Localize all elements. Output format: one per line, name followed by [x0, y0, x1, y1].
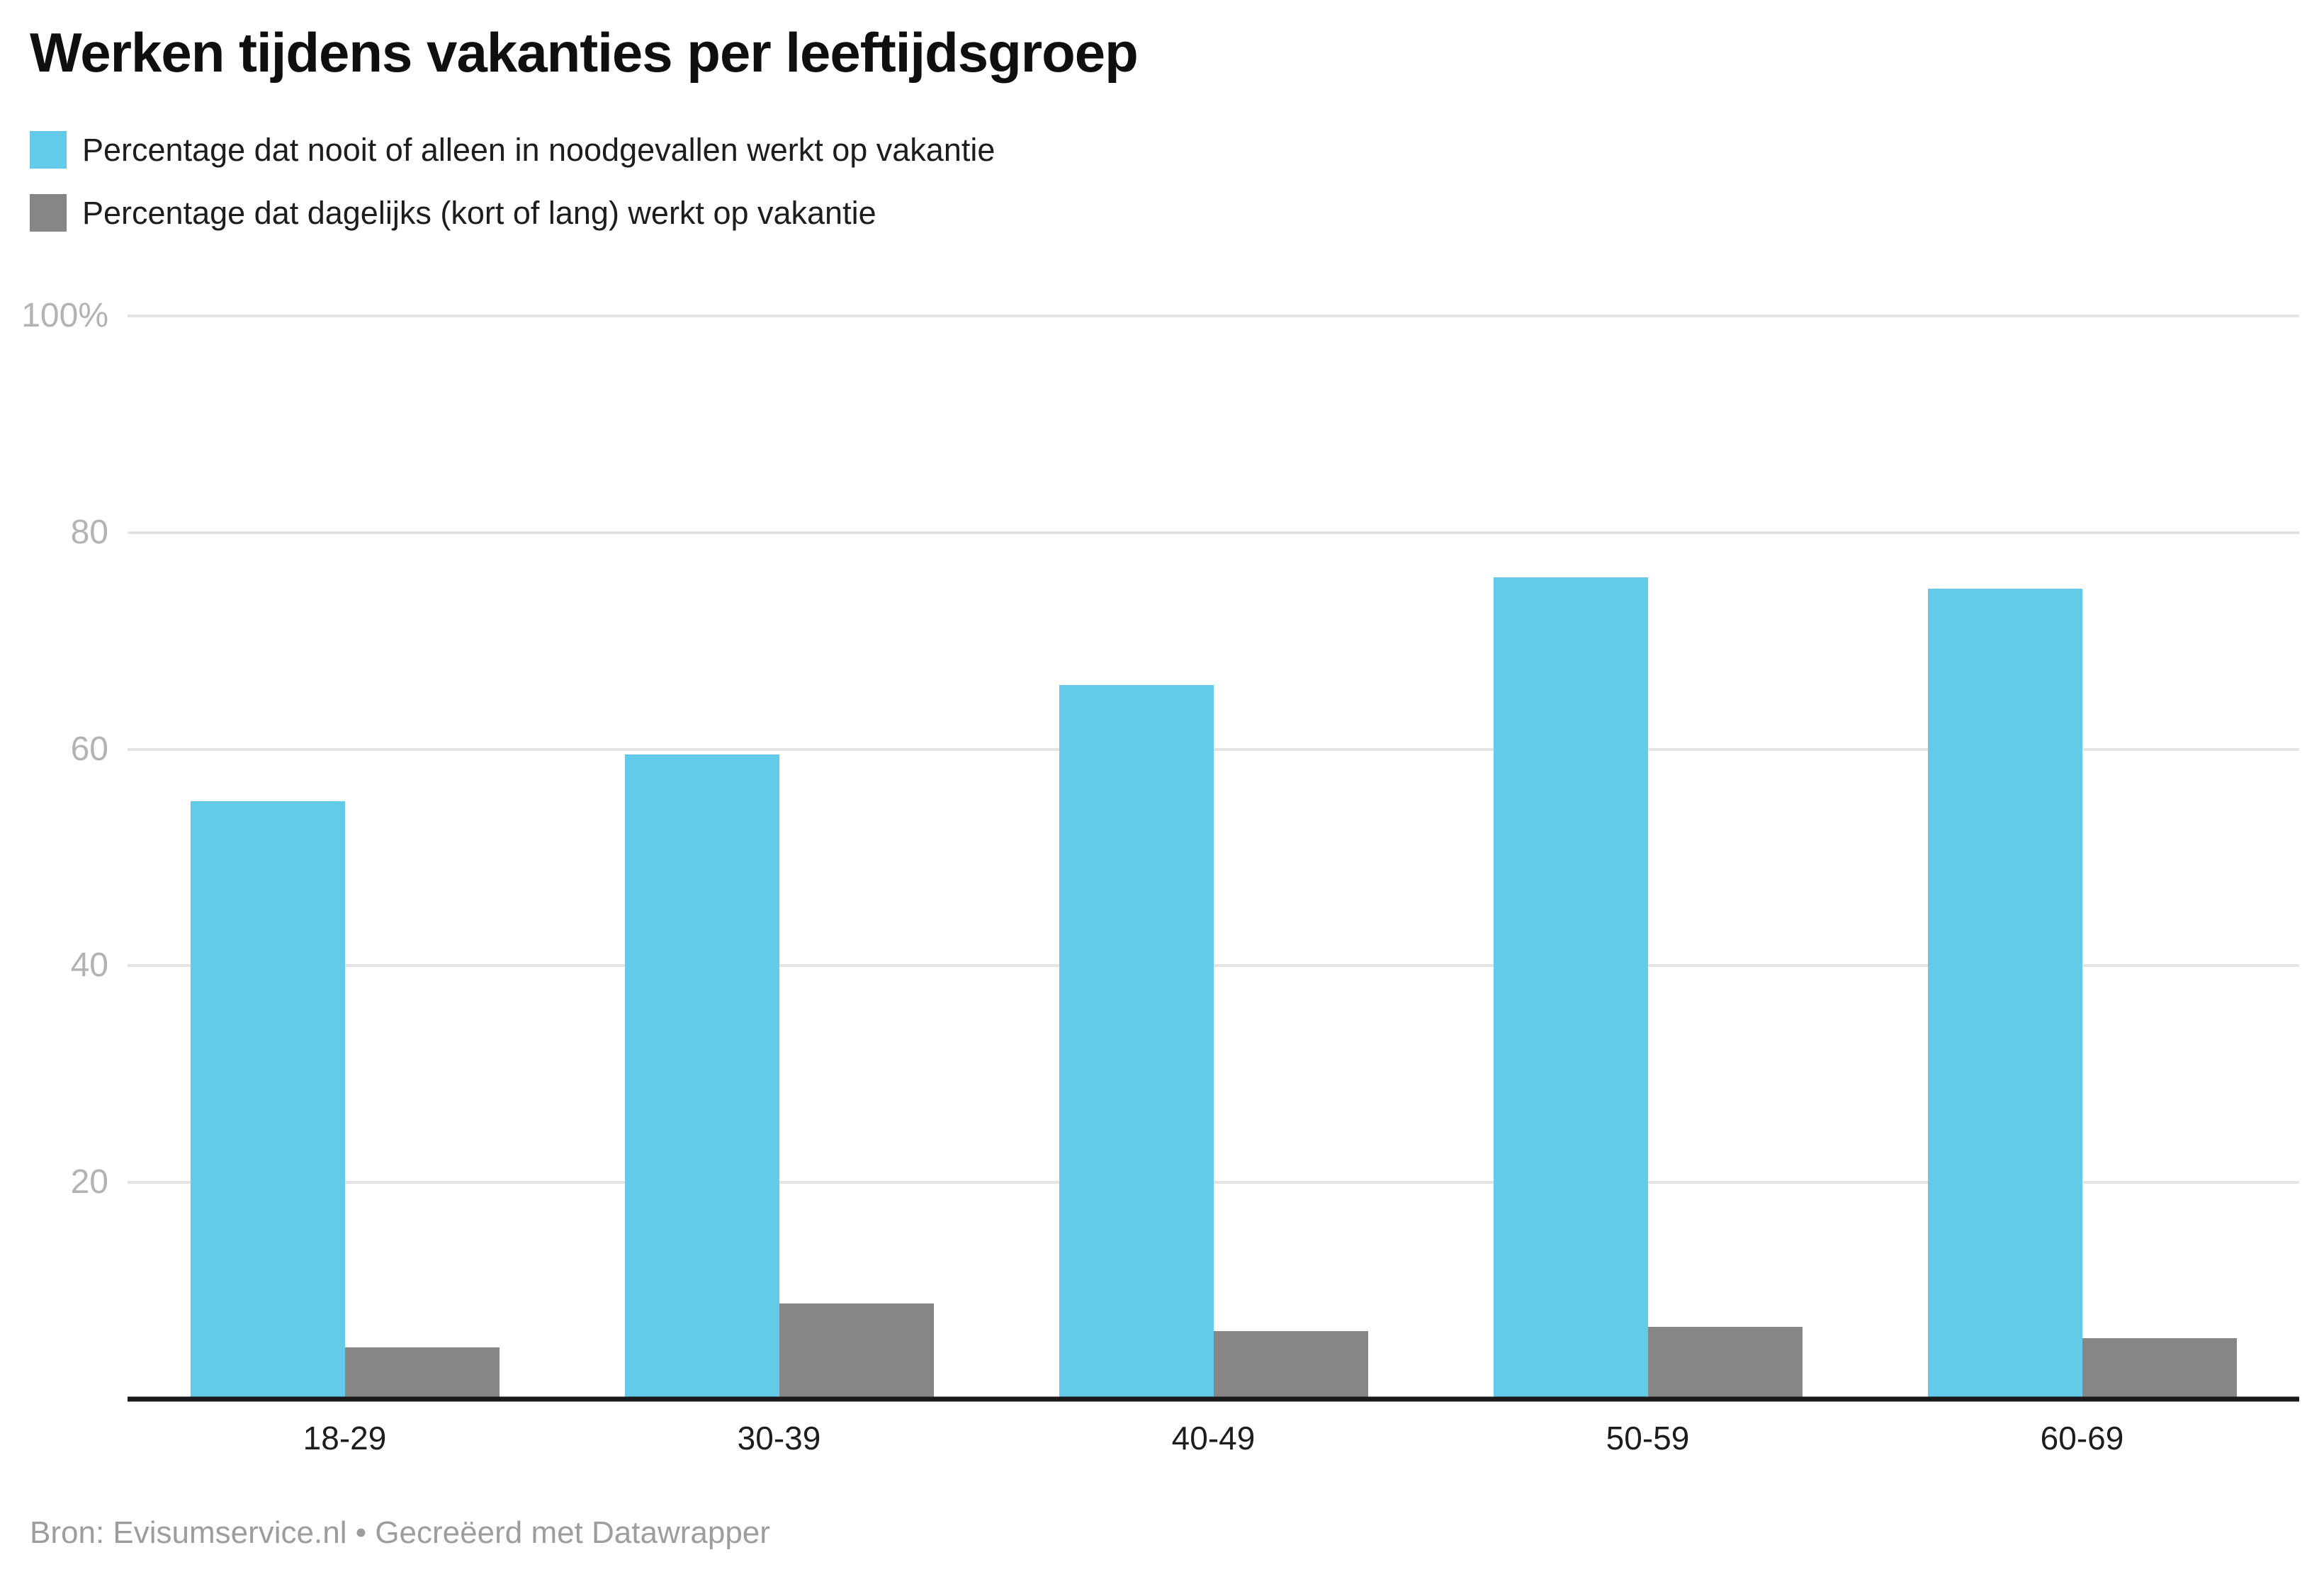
gridline-20: [128, 1181, 2299, 1184]
legend-item-never-works: Percentage dat nooit of alleen in noodge…: [30, 131, 995, 169]
legend-item-works-daily: Percentage dat dagelijks (kort of lang) …: [30, 194, 995, 232]
legend-label-works-daily: Percentage dat dagelijks (kort of lang) …: [82, 194, 876, 231]
bar-blue-40-49: [1059, 685, 1214, 1399]
legend-swatch-blue: [30, 131, 67, 169]
bar-blue-60-69: [1927, 589, 2082, 1399]
legend-label-never-works: Percentage dat nooit of alleen in noodge…: [82, 131, 995, 168]
y-tick-label-100: 100%: [21, 297, 108, 334]
x-tick-label-40-49: 40-49: [1171, 1420, 1256, 1456]
legend-swatch-gray: [30, 194, 67, 232]
source-note: Bron: Evisumservice.nl • Gecreëerd met D…: [30, 1515, 770, 1550]
bar-group-50-59: 50-59: [1431, 316, 1865, 1456]
bar-gray-40-49: [1213, 1330, 1368, 1399]
bar-gray-50-59: [1647, 1326, 1803, 1399]
x-tick-label-50-59: 50-59: [1606, 1420, 1690, 1456]
x-tick-label-18-29: 18-29: [303, 1420, 387, 1456]
bar-group-18-29: 18-29: [128, 316, 562, 1456]
y-tick-label-80: 80: [70, 513, 108, 551]
bar-gray-18-29: [344, 1347, 500, 1399]
page-title: Werken tijdens vakanties per leeftijdsgr…: [30, 21, 1139, 84]
bar-blue-18-29: [190, 801, 345, 1399]
legend: Percentage dat nooit of alleen in noodge…: [30, 131, 995, 232]
y-tick-label-60: 60: [70, 730, 108, 768]
bar-blue-50-59: [1493, 577, 1648, 1399]
bar-groups: 18-29 30-39 40-49 50-59 60-69: [128, 316, 2299, 1456]
bar-gray-60-69: [2082, 1338, 2237, 1399]
x-tick-label-60-69: 60-69: [2040, 1420, 2124, 1456]
x-tick-label-30-39: 30-39: [737, 1420, 821, 1456]
bar-group-30-39: 30-39: [562, 316, 996, 1456]
gridline-100: [128, 315, 2299, 317]
bar-blue-30-39: [624, 754, 779, 1399]
bar-group-60-69: 60-69: [1865, 316, 2299, 1456]
bar-gray-30-39: [779, 1303, 934, 1399]
bar-group-40-49: 40-49: [996, 316, 1431, 1456]
plot-area: 18-29 30-39 40-49 50-59 60-69 100% 80 60 40 20: [21, 299, 2299, 1456]
gridline-80: [128, 531, 2299, 534]
y-tick-label-40: 40: [70, 946, 108, 985]
y-tick-label-20: 20: [70, 1163, 108, 1201]
gridline-60: [128, 747, 2299, 751]
gridline-40: [128, 964, 2299, 968]
x-axis-baseline: [128, 1396, 2299, 1402]
